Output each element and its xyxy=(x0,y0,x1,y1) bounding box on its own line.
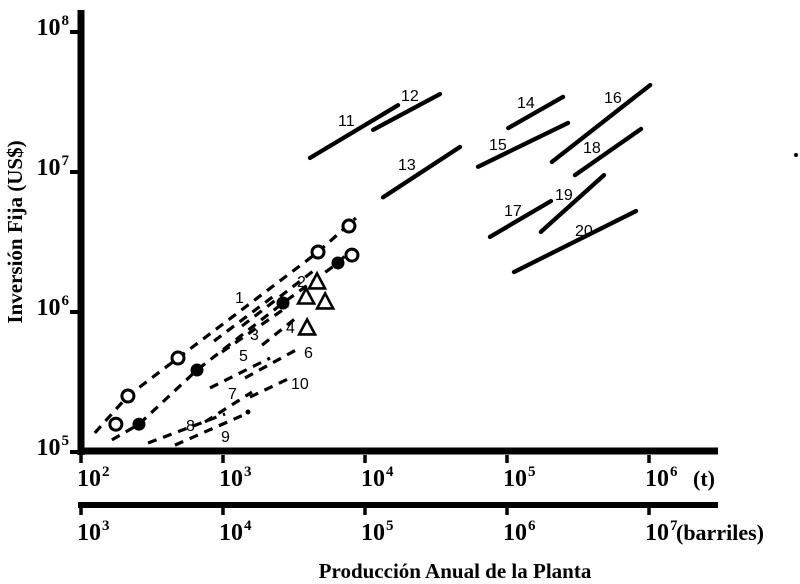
open-circle-marker xyxy=(170,350,186,366)
x-barrels-tick-label-1e6: 106 xyxy=(503,518,536,546)
x-barrels-tick-label-1e4: 104 xyxy=(219,518,252,546)
triangle-marker xyxy=(295,285,317,305)
open-circle-marker xyxy=(344,247,360,263)
line-label-10: 10 xyxy=(291,376,309,393)
line-label-18: 18 xyxy=(583,140,601,157)
solid-line-20 xyxy=(511,208,639,275)
triangle-marker xyxy=(314,290,336,310)
line-label-3: 3 xyxy=(250,327,259,344)
dashed-line-6 xyxy=(244,347,299,380)
line-label-20: 20 xyxy=(575,223,593,240)
line-label-2: 2 xyxy=(297,274,306,291)
y-tick-label-1e6: 106 xyxy=(37,293,70,321)
x-tonnes-unit-label: (t) xyxy=(693,466,715,491)
filled-circle-marker xyxy=(276,296,290,310)
dashed-line-4 xyxy=(261,316,297,347)
y-tick-label-1e7: 107 xyxy=(37,153,70,181)
line-label-5: 5 xyxy=(239,348,248,365)
open-circle-marker xyxy=(108,416,124,432)
filled-circle-marker xyxy=(132,417,146,431)
solid-line-14 xyxy=(506,94,566,131)
dashed-line-10 xyxy=(249,376,291,399)
x-tonnes-tick-label-1e2: 102 xyxy=(77,464,110,492)
filled-circle-marker xyxy=(190,363,204,377)
solid-line-19 xyxy=(538,172,607,235)
solid-line-11 xyxy=(307,103,401,161)
stray-dot xyxy=(794,153,798,157)
x-tonnes-tick-label-1e4: 104 xyxy=(361,464,394,492)
dashed-line-1 xyxy=(213,291,279,343)
line-label-9: 9 xyxy=(221,429,230,446)
x-tonnes-tick-label-1e3: 103 xyxy=(219,464,252,492)
small-dot-marker xyxy=(245,409,251,415)
dashed-line-5 xyxy=(209,356,271,390)
x-barrels-tick-label-1e5: 105 xyxy=(361,518,394,546)
x-tonnes-tick-label-1e6: 106 xyxy=(645,464,678,492)
x-barrels-tick-label-1e7: 107 xyxy=(645,518,678,546)
solid-line-15 xyxy=(475,120,571,169)
solid-line-12 xyxy=(370,91,443,133)
line-label-16: 16 xyxy=(604,90,622,107)
line-label-12: 12 xyxy=(401,88,419,105)
line-label-11: 11 xyxy=(338,113,355,130)
line-label-6: 6 xyxy=(304,345,313,362)
line-label-19: 19 xyxy=(555,187,573,204)
line-label-15: 15 xyxy=(489,137,507,154)
open-circle-marker xyxy=(120,388,136,404)
dashed-line-8 xyxy=(147,412,226,445)
solid-line-13 xyxy=(380,144,463,200)
line-label-4: 4 xyxy=(286,320,295,337)
y-tick-label-1e5: 105 xyxy=(37,433,70,461)
line-label-7: 7 xyxy=(228,386,237,403)
open-circle-marker xyxy=(341,218,357,234)
x-barrels-tick-label-1e3: 103 xyxy=(77,518,110,546)
x-barrels-unit-label: (barriles) xyxy=(676,520,764,545)
solid-line-17 xyxy=(487,198,554,240)
line-label-14: 14 xyxy=(517,95,535,112)
solid-line-18 xyxy=(572,126,644,178)
line-label-13: 13 xyxy=(398,157,416,174)
triangle-marker xyxy=(296,316,318,336)
filled-circle-marker xyxy=(331,256,345,270)
line-label-17: 17 xyxy=(504,203,522,220)
triangle-marker xyxy=(306,270,328,290)
x-axis-title: Producción Anual de la Planta xyxy=(319,559,592,583)
dashed-line-9 xyxy=(174,411,249,447)
dashed-line-3 xyxy=(221,304,289,354)
open-circle-marker xyxy=(310,244,326,260)
solid-line-16 xyxy=(549,82,653,165)
line-label-1: 1 xyxy=(235,290,244,307)
y-tick-label-1e8: 108 xyxy=(37,13,70,41)
line-label-8: 8 xyxy=(186,418,195,435)
x-tonnes-tick-label-1e5: 105 xyxy=(503,464,536,492)
y-axis-title: Inversión Fija (US$) xyxy=(3,140,27,323)
